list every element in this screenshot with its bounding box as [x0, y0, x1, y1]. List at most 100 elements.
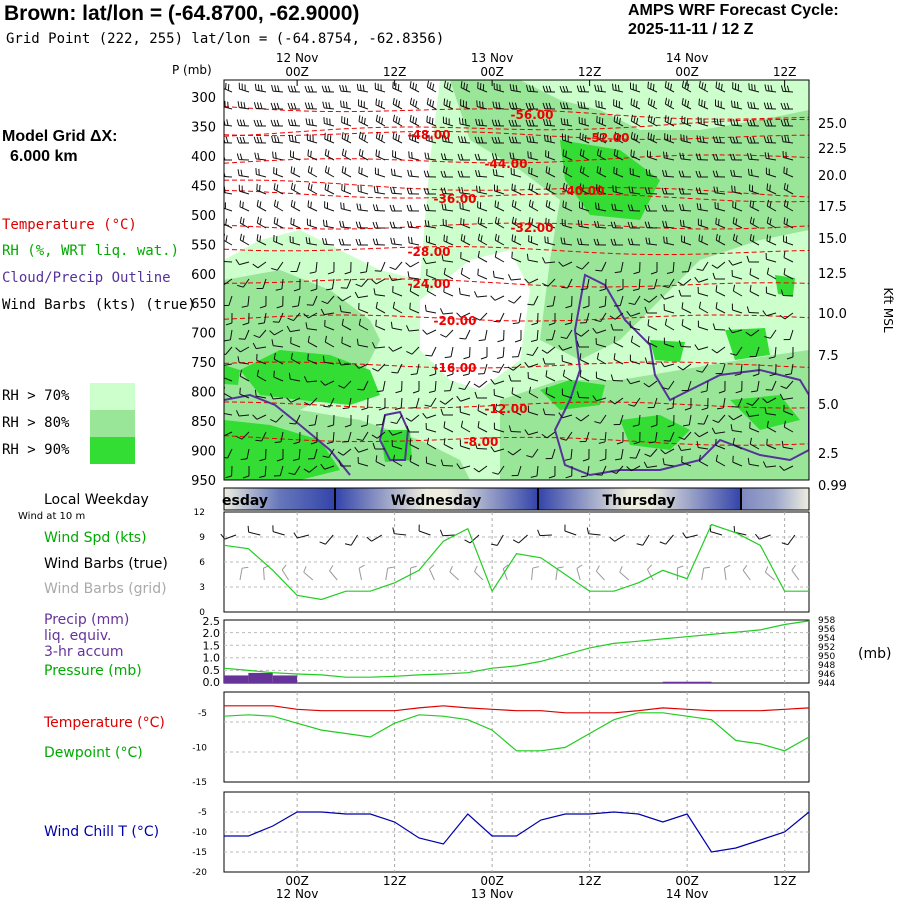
xsec-barb-584	[320, 380, 335, 386]
isotherm-9	[224, 314, 809, 322]
xsec-barb-289	[511, 216, 522, 229]
xsec-barb-7	[339, 84, 352, 93]
xsec-barb-569	[644, 357, 658, 365]
xsec-barb-544	[224, 363, 233, 366]
xsec-barb-543	[786, 346, 794, 360]
xsec-barb-702	[598, 431, 607, 444]
xsec-barb-560	[492, 363, 505, 374]
xsec-barb-371	[746, 255, 760, 263]
xsec-barb-106	[288, 134, 301, 144]
xsec-barb-757	[375, 455, 386, 467]
xsec-barb-676	[728, 414, 743, 421]
xsec-barb-123	[579, 132, 590, 144]
xsec-barb-437	[715, 285, 726, 297]
ws-barb-true-2	[272, 525, 285, 536]
xsec-barb-70	[253, 119, 267, 127]
bottom-time-axis: 00Z 12Z 00Z 12Z 00Z 12Z 12 Nov 13 Nov 14 Nov	[276, 874, 797, 900]
xsec-barb-693	[443, 421, 454, 433]
xsec-barb-487	[405, 325, 420, 332]
xsec-barb-675	[712, 414, 726, 423]
xsec-barb-346	[327, 261, 335, 275]
xsec-barb-60	[664, 97, 675, 110]
xsec-barb-52	[525, 102, 539, 110]
xsec-barb-556	[429, 363, 437, 377]
xsec-barb-352	[422, 257, 437, 265]
xsec-barb-351	[405, 261, 420, 268]
ws-barb-true-6	[366, 534, 383, 542]
xsec-barb-134	[763, 136, 777, 144]
xsec-barb-321	[477, 233, 488, 246]
xsec-barb-218	[458, 186, 471, 195]
isotherm-12	[224, 435, 809, 446]
xsec-barb-376	[256, 278, 267, 290]
xsec-barb-332	[663, 236, 675, 246]
xsec-barb-261	[611, 203, 624, 212]
xsec-barb-365	[650, 261, 658, 275]
xsec-barb-157	[579, 148, 590, 161]
xsec-barb-211	[341, 183, 352, 195]
ws-barb-true-18	[659, 534, 674, 545]
wind-chill-ticks: -5 -10 -15 -20	[192, 808, 207, 878]
xsec-barb-731	[507, 448, 522, 456]
xsec-barb-729	[474, 442, 488, 450]
pressure-tick-750: 750	[191, 356, 216, 371]
xsec-barb-614	[254, 389, 267, 399]
xsec-barb-323	[511, 234, 522, 246]
isotherm-2	[224, 119, 809, 137]
xsec-barb-747	[781, 440, 794, 450]
xsec-barb-455	[439, 308, 454, 315]
xsec-barb-173	[273, 167, 284, 178]
isotherm-label-11: -12.00	[485, 402, 528, 416]
rh90-region-2	[224, 420, 340, 480]
wc-tick-1: -10	[192, 828, 207, 838]
xsec-barb-748	[225, 465, 233, 479]
xsec-barb-704	[633, 431, 641, 445]
xsec-barb-616	[286, 397, 301, 403]
xsec-barb-29	[715, 81, 726, 93]
pressure-tick-350: 350	[191, 120, 216, 135]
xsec-barb-199	[712, 170, 726, 178]
xsec-barb-650	[289, 414, 301, 425]
rh90-region-5	[650, 340, 685, 362]
tick-pp-ticks-3: 1.0	[203, 652, 221, 665]
xsec-barb-469	[681, 302, 692, 314]
weekday-label: Local Weekday	[44, 492, 149, 508]
xsec-barb-768	[565, 465, 573, 479]
xsec-barb-233	[713, 186, 726, 195]
xsec-barb-450	[358, 303, 369, 314]
ws-barb-true-0	[220, 533, 237, 540]
xsec-barb-232	[695, 187, 709, 195]
pressure-tick-700: 700	[191, 327, 216, 342]
ws-barb-grid-9	[449, 565, 460, 581]
xsec-barb-265	[678, 204, 692, 212]
ws-barb-grid-20	[723, 564, 731, 581]
precip-pressure-panel: 2.52.01.51.00.50.0 9589569549529509489469…	[44, 612, 891, 689]
bottom-date-label-2: 14 Nov	[666, 887, 709, 900]
ws-barb-grid-4	[329, 565, 338, 581]
isotherm-4	[224, 179, 809, 198]
xsec-barb-751	[273, 465, 284, 477]
isotherm-5	[224, 189, 809, 203]
xsec-barb-276	[290, 217, 301, 229]
xsec-barb-674	[697, 414, 709, 425]
xsec-barb-628	[493, 388, 505, 399]
xsec-barb-259	[579, 201, 590, 212]
xsec-barb-535	[647, 336, 658, 348]
xsec-barb-94	[664, 115, 675, 127]
xsec-barb-694	[460, 420, 471, 433]
xsec-barb-767	[548, 465, 556, 479]
ws-barb-true-1	[247, 525, 261, 536]
xsec-barb-541	[749, 346, 760, 358]
xsec-barb-142	[324, 148, 335, 161]
xsec-barb-758	[392, 454, 403, 467]
height-tick-9: 2.5	[818, 447, 839, 462]
xsec-barb-209	[307, 182, 318, 195]
xsec-barb-177	[341, 166, 352, 178]
xsec-barb-107	[306, 133, 318, 144]
xsec-barb-54	[559, 102, 573, 110]
xsec-barb-649	[270, 414, 284, 423]
xsec-barb-342	[252, 261, 267, 269]
xsec-barb-143	[341, 148, 352, 161]
xsec-barb-144	[358, 148, 369, 161]
xsec-barb-374	[224, 278, 233, 286]
